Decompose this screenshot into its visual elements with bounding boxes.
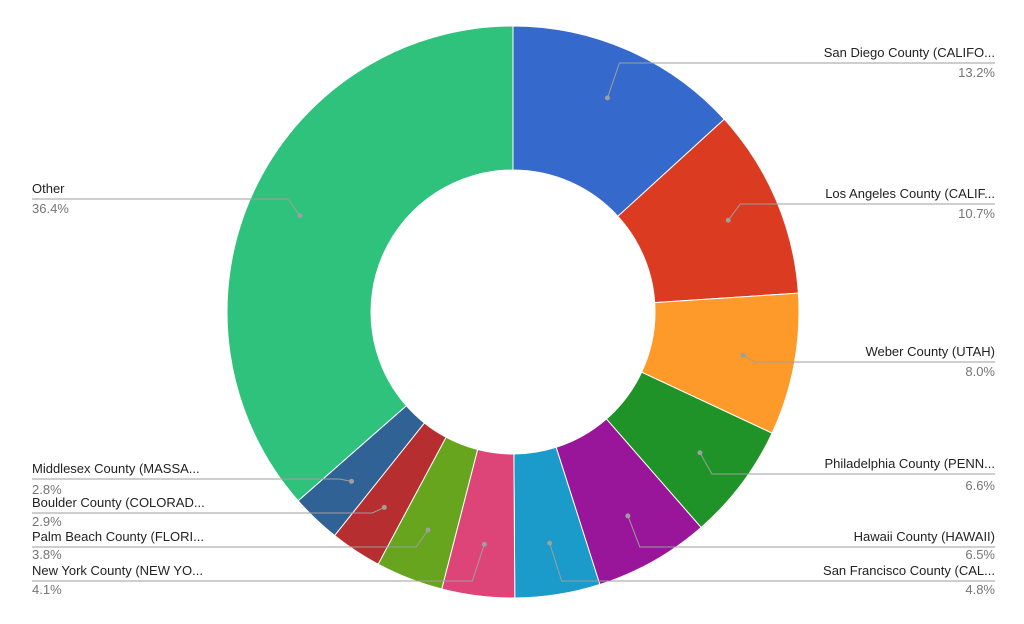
slice-other[interactable]	[226, 25, 514, 502]
slice-label: New York County (NEW YO...	[32, 563, 203, 578]
leader-dot	[547, 540, 553, 546]
slice-label: Middlesex County (MASSA...	[32, 461, 200, 476]
slice-label: San Diego County (CALIFO...	[824, 45, 995, 60]
slice-label: Weber County (UTAH)	[865, 344, 995, 359]
leader-dot	[604, 95, 610, 101]
slice-value-label: 4.8%	[965, 582, 995, 597]
slice-value-label: 13.2%	[958, 65, 995, 80]
leader-dot	[297, 213, 303, 219]
slice-value-label: 10.7%	[958, 206, 995, 221]
leader-line	[32, 544, 485, 582]
slice-value-label: 2.9%	[32, 514, 62, 529]
labels-group: San Diego County (CALIFO... 13.2% Los Ange…	[32, 45, 995, 597]
leader-line	[32, 478, 352, 482]
slices-group	[226, 25, 800, 599]
slice-label: Philadelphia County (PENN...	[824, 456, 995, 471]
leader-dot	[625, 513, 631, 519]
leader-line	[32, 198, 301, 216]
slice-label: Palm Beach County (FLORI...	[32, 529, 204, 544]
slice-label: Other	[32, 181, 65, 196]
slice-value-label: 4.1%	[32, 582, 62, 597]
slice-label: Los Angeles County (CALIF...	[825, 186, 995, 201]
slice-value-label: 36.4%	[32, 201, 69, 216]
leader-dot	[740, 352, 746, 358]
slice-label: Hawaii County (HAWAII)	[854, 529, 995, 544]
slice-label: San Francisco County (CAL...	[823, 563, 995, 578]
leader-line	[549, 542, 995, 582]
leader-line	[727, 203, 995, 221]
leader-line	[699, 452, 995, 475]
slice-value-label: 6.6%	[965, 478, 995, 493]
leader-line	[742, 354, 995, 363]
leader-dot	[425, 527, 431, 533]
leader-line	[32, 506, 385, 514]
leader-dot	[725, 217, 731, 223]
slice-label: Boulder County (COLORAD...	[32, 495, 205, 510]
slice-value-label: 3.8%	[32, 547, 62, 562]
leader-dot	[348, 478, 354, 484]
leader-line	[606, 62, 995, 99]
leader-dot	[697, 450, 703, 456]
slice-value-label: 8.0%	[965, 364, 995, 379]
leader-line	[627, 515, 995, 548]
slice-san-diego-county-califo[interactable]	[512, 25, 725, 217]
leader-line	[32, 529, 429, 548]
leader-dot	[481, 541, 487, 547]
leader-dot	[381, 504, 387, 510]
slice-value-label: 2.8%	[32, 482, 62, 497]
slice-value-label: 6.5%	[965, 547, 995, 562]
